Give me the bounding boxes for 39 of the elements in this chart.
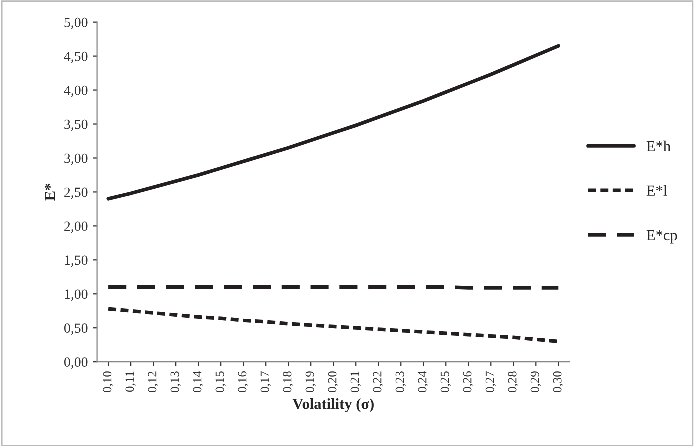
x-tick-label: 0,26 [463, 371, 474, 392]
y-tick-label: 4,00 [64, 86, 88, 98]
y-tick-label: 3,50 [64, 120, 88, 132]
x-tick-label: 0,27 [486, 371, 496, 392]
legend-label: E*cp [646, 230, 678, 244]
y-tick-label: 5,00 [64, 18, 88, 30]
line-series [106, 307, 560, 344]
x-tick-label: 0,11 [126, 372, 136, 392]
x-tick-label: 0,23 [396, 372, 406, 392]
x-tick-label: 0,25 [440, 372, 452, 392]
x-tick-label: 0,24 [418, 371, 429, 392]
x-tick-label: 0,10 [103, 372, 114, 392]
x-tick-label: 0,21 [350, 372, 362, 392]
x-axis-title: Volatility (σ) [292, 398, 374, 412]
x-tick-label: 0,22 [373, 372, 384, 392]
x-tick-label: 0,30 [553, 372, 564, 392]
y-tick-label: 1,00 [65, 290, 88, 302]
x-tick-label: 0,14 [193, 371, 204, 392]
y-tick-label: 1,50 [65, 256, 88, 268]
x-tick-label: 0,19 [306, 372, 316, 392]
x-tick-label: 0,15 [216, 372, 226, 392]
x-tick-label: 0,29 [530, 372, 542, 392]
x-tick-label: 0,13 [170, 372, 181, 392]
y-tick-label: 2,50 [64, 188, 88, 200]
line-series [106, 44, 560, 201]
x-tick-label: 0,28 [508, 372, 519, 392]
y-axis-title: E* [45, 184, 56, 201]
x-tick-label: 0,16 [238, 371, 249, 392]
y-tick-label: 3,00 [64, 154, 88, 166]
x-tick-label: 0,18 [283, 372, 294, 392]
y-tick-label: 0,50 [64, 324, 88, 336]
x-tick-label: 0,17 [260, 371, 272, 392]
x-tick-label: 0,12 [148, 372, 158, 392]
x-tick-label: 0,20 [328, 372, 339, 392]
y-tick-label: 4,50 [64, 52, 88, 64]
y-tick-label: 2,00 [64, 222, 88, 234]
legend-label: E*l [646, 185, 668, 196]
legend-label: E*h [646, 140, 671, 152]
y-tick-label: 0,00 [64, 358, 88, 370]
